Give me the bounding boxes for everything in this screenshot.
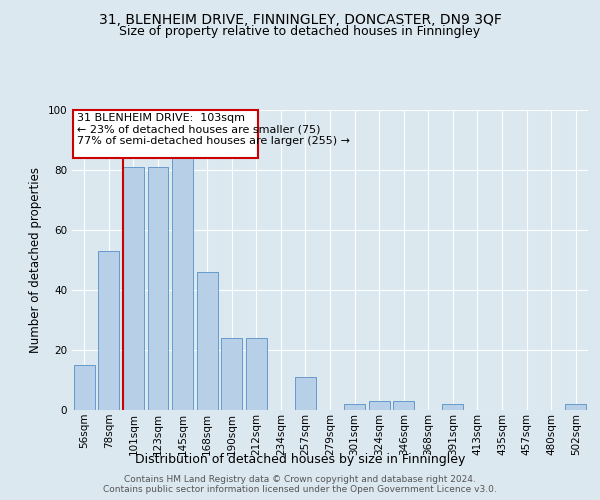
Bar: [344, 404, 365, 410]
Text: Contains HM Land Registry data © Crown copyright and database right 2024.: Contains HM Land Registry data © Crown c…: [124, 475, 476, 484]
Bar: [197, 272, 218, 410]
Bar: [393, 401, 414, 410]
Text: Contains public sector information licensed under the Open Government Licence v3: Contains public sector information licen…: [103, 485, 497, 494]
FancyBboxPatch shape: [73, 110, 257, 158]
Bar: [565, 404, 586, 410]
Bar: [221, 338, 242, 410]
Bar: [172, 155, 193, 410]
Text: 31 BLENHEIM DRIVE:  103sqm
← 23% of detached houses are smaller (75)
77% of semi: 31 BLENHEIM DRIVE: 103sqm ← 23% of detac…: [77, 113, 350, 146]
Bar: [148, 167, 169, 410]
Text: 31, BLENHEIM DRIVE, FINNINGLEY, DONCASTER, DN9 3QF: 31, BLENHEIM DRIVE, FINNINGLEY, DONCASTE…: [98, 12, 502, 26]
Bar: [368, 401, 389, 410]
Y-axis label: Number of detached properties: Number of detached properties: [29, 167, 42, 353]
Bar: [74, 365, 95, 410]
Bar: [295, 377, 316, 410]
Text: Distribution of detached houses by size in Finningley: Distribution of detached houses by size …: [135, 452, 465, 466]
Bar: [123, 167, 144, 410]
Text: Size of property relative to detached houses in Finningley: Size of property relative to detached ho…: [119, 25, 481, 38]
Bar: [246, 338, 267, 410]
Bar: [98, 251, 119, 410]
Bar: [442, 404, 463, 410]
